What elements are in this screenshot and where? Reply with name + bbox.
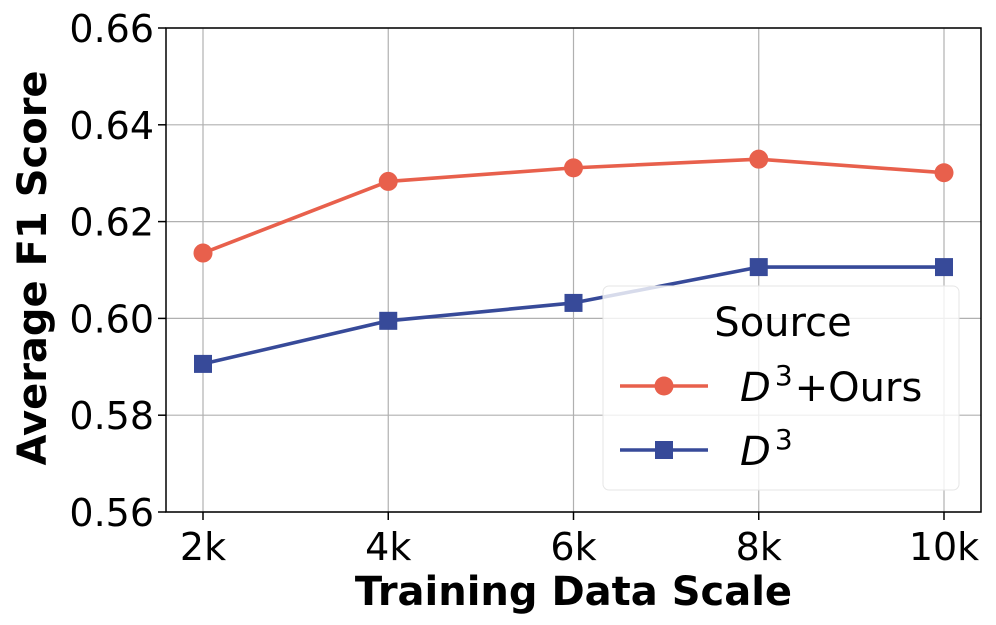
legend-label-base: D (740, 365, 771, 411)
legend-box (602, 285, 960, 491)
legend-title: Source (714, 300, 851, 346)
series-layer (193, 149, 954, 373)
data-point (934, 163, 954, 183)
data-point (935, 258, 953, 277)
legend-marker (655, 441, 673, 459)
data-point (378, 171, 398, 191)
legend-label-base: D (740, 429, 771, 475)
x-tick-label: 6k (550, 525, 596, 569)
tick-labels: 0.56 0.58 0.60 0.62 0.64 0.66 2k 4k 6k 8k 10k (69, 7, 979, 569)
x-tick-label: 4k (365, 525, 411, 569)
data-point (749, 258, 768, 277)
y-axis-title: Average F1 Score (10, 70, 56, 465)
y-tick-label: 0.66 (69, 7, 154, 51)
y-tick-label: 0.64 (69, 104, 154, 148)
x-tick-label: 2k (180, 525, 226, 569)
legend-label-superscript: 3 (775, 423, 793, 456)
data-point (564, 158, 583, 178)
data-point (564, 293, 583, 312)
x-axis-title: Training Data Scale (355, 569, 792, 615)
data-point (749, 149, 769, 169)
y-tick-label: 0.62 (69, 201, 154, 245)
legend-label-suffix: +Ours (795, 365, 923, 411)
legend-marker (654, 376, 674, 396)
x-tick-label: 10k (909, 525, 979, 569)
legend-label: D 3+Ours (740, 359, 922, 411)
series-2 (194, 258, 953, 373)
data-point (194, 354, 212, 373)
legend-entry: D 3+Ours (620, 359, 922, 411)
legend-label-superscript: 3 (775, 359, 793, 392)
series-1 (193, 149, 954, 263)
y-tick-label: 0.56 (69, 491, 154, 535)
data-point (193, 243, 213, 263)
y-tick-label: 0.60 (69, 297, 154, 341)
x-tick-label: 8k (736, 525, 782, 569)
data-point (379, 311, 398, 330)
y-tick-label: 0.58 (69, 394, 154, 438)
